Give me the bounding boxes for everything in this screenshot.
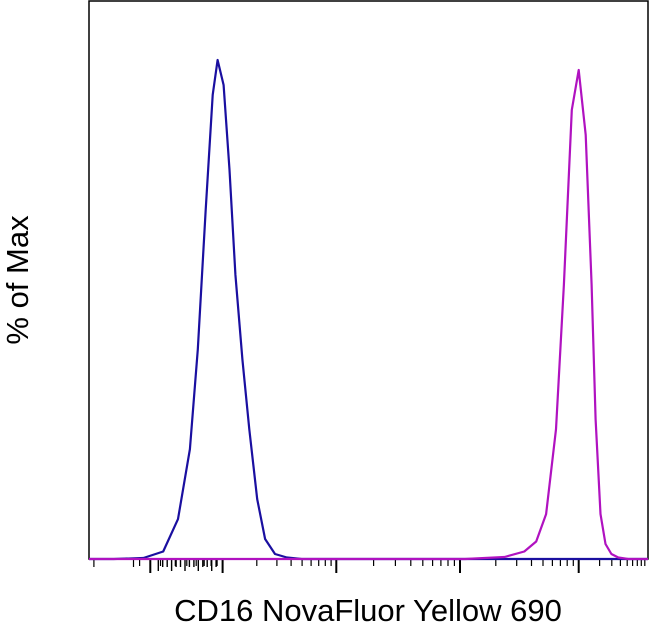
y-axis-label: % of Max (0, 215, 35, 345)
x-axis-ticks (93, 559, 646, 573)
x-axis-label: CD16 NovaFluor Yellow 690 (174, 593, 562, 628)
series-layer (89, 58, 648, 561)
series-line-1 (89, 58, 648, 561)
series-line-2 (89, 68, 648, 561)
